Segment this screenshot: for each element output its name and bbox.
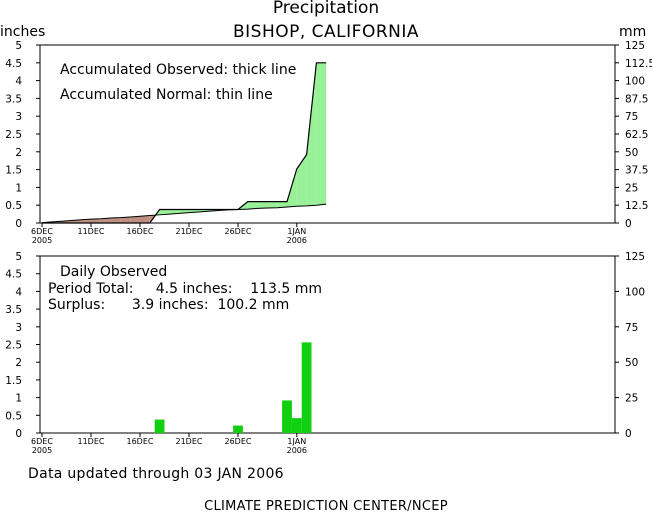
- x-tick-label: 11DEC: [78, 437, 105, 446]
- surplus-area: [267, 201, 278, 209]
- left-tick-label: 2: [15, 147, 22, 159]
- left-tick-label: 3.5: [5, 93, 22, 105]
- daily-observed-note: Daily Observed: [60, 264, 168, 280]
- x-tick-sublabel: 2006: [287, 236, 307, 245]
- left-tick-label: 3: [15, 111, 22, 123]
- daily-bar: [154, 419, 165, 433]
- left-tick-label: 1.5: [5, 375, 22, 387]
- left-tick-label: 2.5: [5, 340, 22, 352]
- x-tick-sublabel: 2005: [32, 446, 52, 455]
- deficit-area: [120, 216, 131, 223]
- left-tick-label: 1.5: [5, 165, 22, 177]
- left-tick-label: 5: [15, 251, 22, 263]
- x-tick-label: 6DEC: [31, 437, 53, 446]
- daily-bar: [291, 418, 302, 433]
- left-tick-label: 1: [15, 393, 22, 405]
- x-tick-label: 6DEC: [31, 227, 53, 236]
- surplus-area: [257, 201, 268, 209]
- surplus-area: [277, 201, 287, 208]
- period-total-note: Period Total: 4.5 inches: 113.5 mm: [48, 281, 323, 297]
- left-tick-label: 5: [15, 40, 22, 52]
- surplus-area: [159, 209, 170, 215]
- right-tick-label: 62.5: [625, 129, 648, 141]
- x-tick-label: 11DEC: [78, 227, 105, 236]
- x-tick-label: 21DEC: [176, 227, 203, 236]
- right-tick-label: 37.5: [625, 165, 648, 177]
- right-tick-label: 100: [625, 286, 645, 298]
- right-tick-label: 112.5: [625, 58, 652, 70]
- left-tick-label: 1: [15, 182, 22, 194]
- deficit-area: [110, 217, 121, 223]
- left-tick-label: 0: [15, 218, 22, 230]
- right-tick-label: 25: [625, 182, 638, 194]
- right-tick-label: 75: [625, 322, 638, 334]
- accumulated-observed-note: Accumulated Observed: thick line: [60, 62, 297, 78]
- deficit-area: [130, 216, 140, 223]
- deficit-area: [91, 218, 101, 223]
- surplus-area: [316, 62, 327, 206]
- x-tick-label: 21DEC: [176, 437, 203, 446]
- data-updated-text: Data updated through 03 JAN 2006: [28, 466, 284, 482]
- left-tick-label: 0.5: [5, 410, 22, 422]
- accumulated-observed-line: [42, 62, 327, 224]
- daily-bar: [233, 425, 243, 433]
- left-tick-label: 3: [15, 322, 22, 334]
- accumulated-normal-note: Accumulated Normal: thin line: [60, 87, 273, 103]
- chart-subtitle: BISHOP, CALIFORNIA: [232, 22, 419, 42]
- right-tick-label: 12.5: [625, 200, 648, 212]
- right-axis-unit: mm: [619, 24, 647, 40]
- x-tick-label: 26DEC: [225, 227, 252, 236]
- accumulated-normal-line: [41, 203, 327, 224]
- x-tick-sublabel: 2006: [287, 446, 307, 455]
- daily-bar: [282, 400, 292, 433]
- left-tick-label: 0: [15, 428, 22, 440]
- x-tick-label: 1JAN: [287, 437, 306, 446]
- daily-bar: [301, 342, 312, 433]
- surplus-area: [296, 154, 307, 207]
- chart-title: Precipitation: [272, 0, 380, 18]
- right-tick-label: 0: [625, 218, 632, 230]
- x-tick-sublabel: 2005: [32, 236, 52, 245]
- left-tick-label: 2.5: [5, 129, 22, 141]
- deficit-area: [100, 218, 111, 223]
- right-tick-label: 75: [625, 111, 638, 123]
- surplus-note: Surplus: 3.9 inches: 100.2 mm: [48, 297, 290, 313]
- left-tick-label: 0.5: [5, 200, 22, 212]
- right-tick-label: 0: [625, 428, 632, 440]
- left-axis-unit: inches: [0, 24, 46, 40]
- left-tick-label: 4.5: [5, 269, 22, 281]
- surplus-area: [306, 62, 317, 206]
- x-tick-label: 16DEC: [127, 437, 154, 446]
- right-tick-label: 100: [625, 76, 645, 88]
- surplus-area: [247, 201, 258, 210]
- x-tick-label: 1JAN: [287, 227, 306, 236]
- x-tick-label: 26DEC: [225, 437, 252, 446]
- deficit-area: [140, 215, 150, 223]
- x-tick-label: 16DEC: [127, 227, 154, 236]
- left-tick-label: 3.5: [5, 304, 22, 316]
- right-tick-label: 50: [625, 147, 638, 159]
- left-tick-label: 2: [15, 357, 22, 369]
- right-tick-label: 25: [625, 393, 638, 405]
- right-tick-label: 50: [625, 357, 638, 369]
- right-tick-label: 125: [625, 251, 645, 263]
- left-tick-label: 4.5: [5, 58, 22, 70]
- credit-text: CLIMATE PREDICTION CENTER/NCEP: [204, 499, 448, 514]
- right-tick-label: 87.5: [625, 93, 648, 105]
- right-tick-label: 125: [625, 40, 645, 52]
- left-tick-label: 4: [15, 76, 22, 88]
- surplus-area: [169, 209, 180, 215]
- left-tick-label: 4: [15, 286, 22, 298]
